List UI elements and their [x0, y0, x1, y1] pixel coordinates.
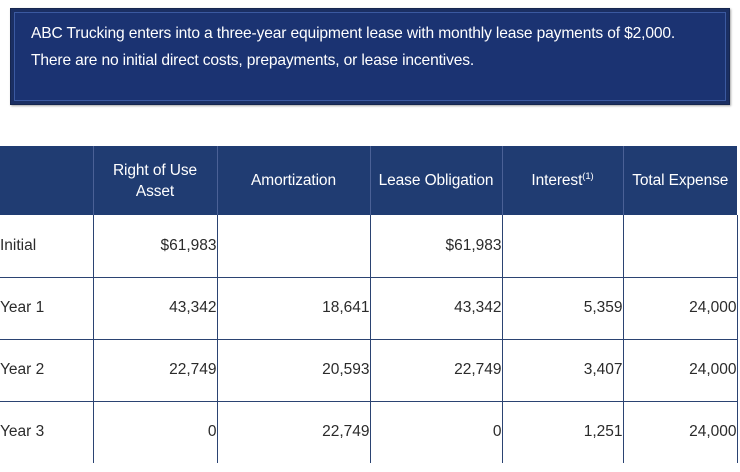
lease-scenario-banner: ABC Trucking enters into a three-year eq…: [10, 8, 730, 105]
cell-year-3-amortization: 22,749: [217, 401, 371, 463]
cell-initial-right-of-use-asset: $61,983: [93, 215, 218, 278]
cell-initial-lease-obligation: $61,983: [370, 215, 503, 278]
header-right-of-use-asset: Right of Use Asset: [93, 146, 218, 215]
header-amortization-label: Amortization: [251, 172, 336, 189]
row-label-year-2: Year 2: [0, 339, 94, 402]
cell-year-3-interest: 1,251: [502, 401, 624, 463]
table-header-row: Right of Use Asset Amortization Lease Ob…: [0, 146, 737, 215]
cell-year-1-interest: 5,359: [502, 277, 624, 340]
cell-year-2-total-expense: 24,000: [623, 339, 738, 402]
table-row: Initial $61,983 $61,983: [0, 215, 738, 278]
header-interest: Interest(1): [502, 146, 624, 215]
row-label-year-3: Year 3: [0, 401, 94, 463]
header-amortization: Amortization: [217, 146, 371, 215]
header-interest-footnote-marker: (1): [582, 170, 594, 182]
header-corner-blank: [0, 146, 94, 215]
cell-year-3-lease-obligation: 0: [370, 401, 503, 463]
banner-text: ABC Trucking enters into a three-year eq…: [31, 25, 684, 69]
header-total-expense-label: Total Expense: [632, 172, 729, 189]
banner-inner-frame: ABC Trucking enters into a three-year eq…: [14, 12, 726, 101]
cell-year-1-right-of-use-asset: 43,342: [93, 277, 218, 340]
header-total-expense: Total Expense: [623, 146, 737, 215]
cell-year-1-lease-obligation: 43,342: [370, 277, 503, 340]
cell-year-3-right-of-use-asset: 0: [93, 401, 218, 463]
cell-initial-amortization: [217, 215, 371, 278]
table-row: Year 1 43,342 18,641 43,342 5,359 24,000: [0, 277, 738, 340]
table-body: Initial $61,983 $61,983 Year 1 43,342 18…: [0, 215, 738, 463]
table-row: Year 3 0 22,749 0 1,251 24,000: [0, 401, 738, 463]
table-row: Year 2 22,749 20,593 22,749 3,407 24,000: [0, 339, 738, 402]
cell-year-1-total-expense: 24,000: [623, 277, 738, 340]
cell-initial-interest: [502, 215, 624, 278]
cell-year-2-lease-obligation: 22,749: [370, 339, 503, 402]
table-header: Right of Use Asset Amortization Lease Ob…: [0, 146, 737, 215]
row-label-initial: Initial: [0, 215, 94, 278]
lease-amortization-table: Right of Use Asset Amortization Lease Ob…: [0, 146, 738, 463]
cell-initial-total-expense: [623, 215, 738, 278]
header-lease-obligation-label: Lease Obligation: [378, 172, 494, 189]
header-lease-obligation: Lease Obligation: [370, 146, 503, 215]
header-interest-label: Interest: [531, 172, 583, 189]
cell-year-2-interest: 3,407: [502, 339, 624, 402]
cell-year-1-amortization: 18,641: [217, 277, 371, 340]
cell-year-3-total-expense: 24,000: [623, 401, 738, 463]
cell-year-2-amortization: 20,593: [217, 339, 371, 402]
cell-year-2-right-of-use-asset: 22,749: [93, 339, 218, 402]
header-right-of-use-asset-label: Right of Use Asset: [112, 161, 198, 200]
row-label-year-1: Year 1: [0, 277, 94, 340]
